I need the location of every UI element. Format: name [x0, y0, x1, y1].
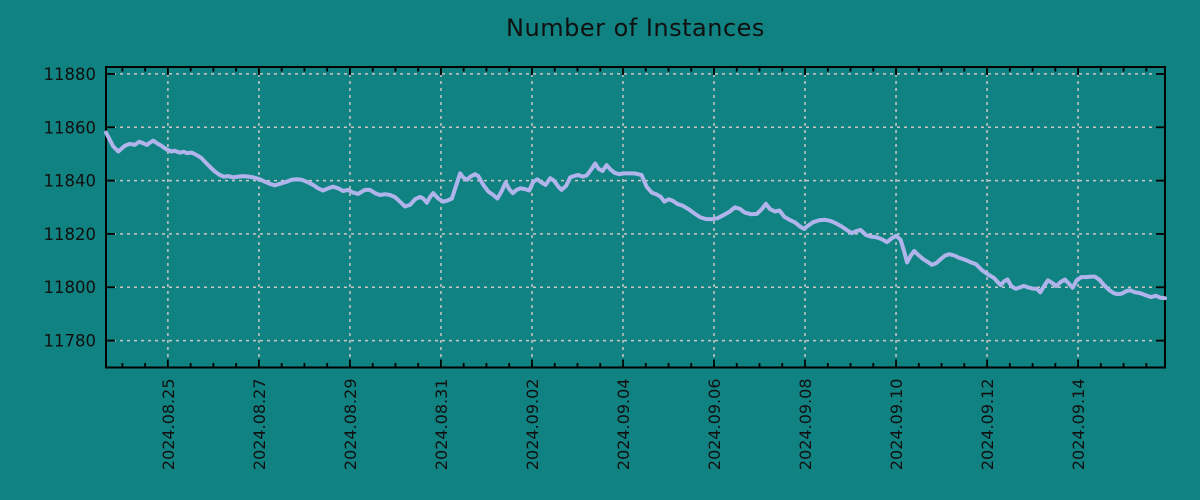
y-tick-label: 11840	[44, 172, 97, 191]
x-tick-label: 2024.09.10	[887, 379, 906, 471]
y-tick-labels: 11780 11800 11820 11840 11860 11880	[44, 65, 97, 351]
axis-ticks	[106, 67, 1165, 368]
x-tick-label: 2024.09.06	[705, 379, 724, 471]
x-tick-label: 2024.08.27	[250, 379, 269, 471]
x-tick-label: 2024.09.02	[523, 379, 542, 471]
y-tick-label: 11880	[44, 65, 97, 84]
x-tick-label: 2024.08.25	[159, 379, 178, 471]
gridlines	[106, 67, 1165, 368]
x-tick-labels: 2024.08.25 2024.08.27 2024.08.29 2024.08.31…	[159, 378, 1088, 470]
x-tick-label: 2024.08.31	[432, 379, 451, 471]
x-tick-label: 2024.09.12	[978, 378, 997, 470]
chart-title: Number of Instances	[506, 14, 765, 42]
y-tick-label: 11860	[44, 118, 97, 137]
x-tick-label: 2024.08.29	[341, 379, 360, 471]
plot-border	[105, 66, 1166, 369]
x-tick-label: 2024.09.08	[796, 379, 815, 471]
y-tick-label: 11820	[44, 225, 97, 244]
x-tick-label: 2024.09.04	[614, 379, 633, 471]
y-tick-label: 11780	[44, 332, 97, 351]
data-line	[104, 130, 1167, 301]
x-tick-label: 2024.09.14	[1069, 379, 1088, 471]
y-tick-label: 11800	[44, 278, 97, 297]
